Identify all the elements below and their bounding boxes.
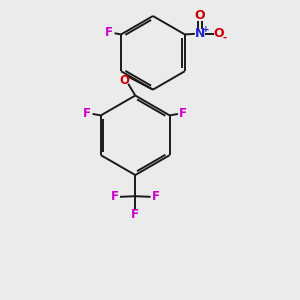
Text: F: F	[152, 190, 160, 203]
Text: +: +	[202, 25, 209, 34]
Text: N: N	[195, 27, 205, 40]
Text: O: O	[213, 27, 224, 40]
Text: F: F	[83, 107, 91, 120]
Text: O: O	[195, 9, 206, 22]
Text: F: F	[179, 107, 187, 120]
Text: F: F	[111, 190, 119, 203]
Text: F: F	[105, 26, 113, 39]
Text: O: O	[119, 74, 129, 87]
Text: -: -	[222, 33, 226, 43]
Text: F: F	[131, 208, 139, 221]
